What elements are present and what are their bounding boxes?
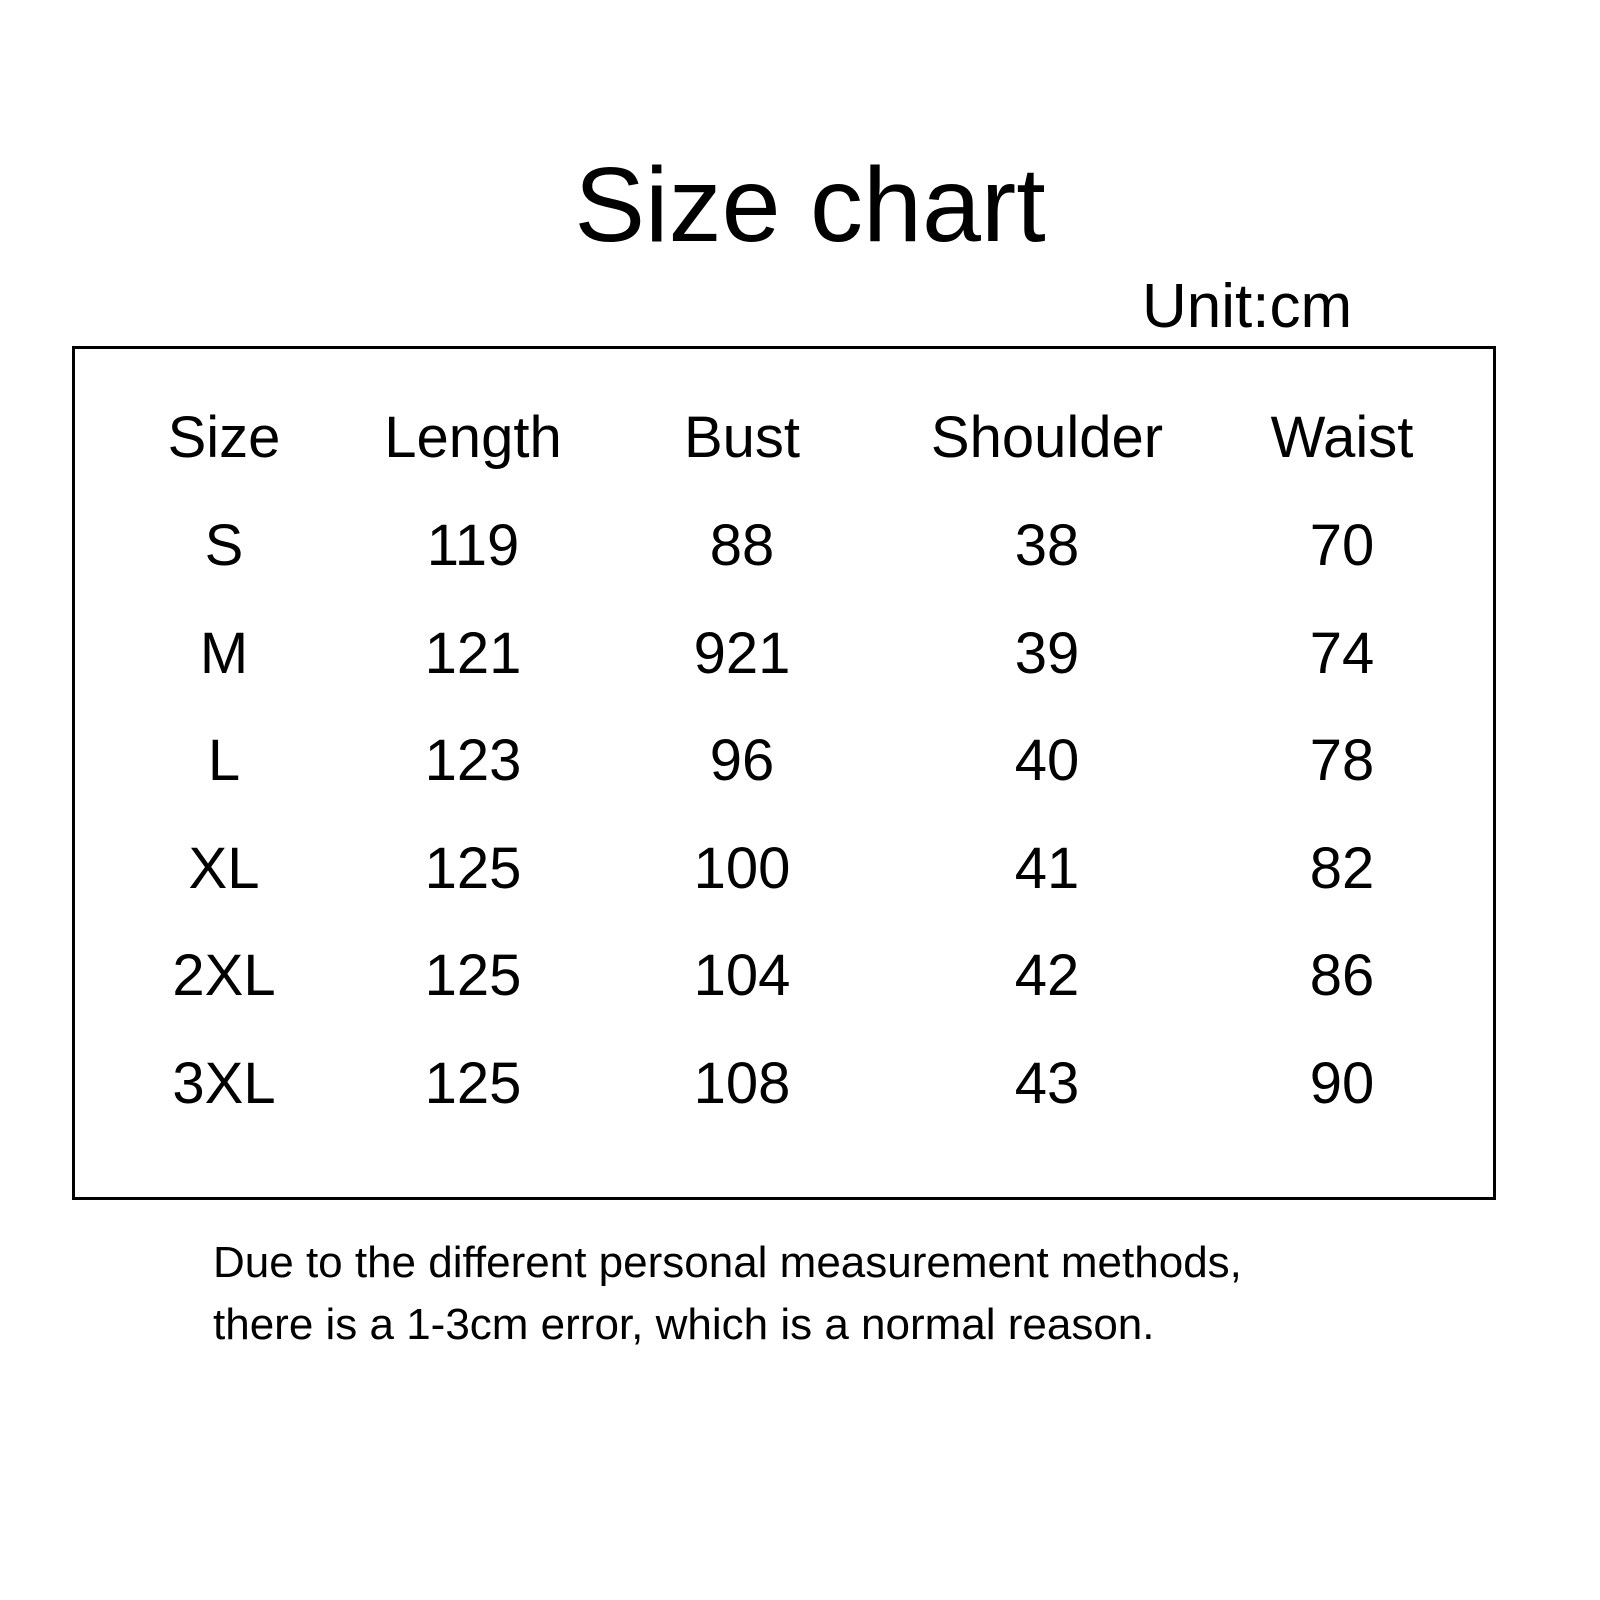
table-cell: 125 bbox=[424, 943, 522, 1009]
table-cell: 40 bbox=[1014, 728, 1080, 794]
size-label-cell: L bbox=[207, 728, 241, 794]
table-cell: 70 bbox=[1309, 513, 1375, 578]
size-label-cell: XL bbox=[188, 835, 260, 901]
table-cell: 96 bbox=[709, 728, 775, 794]
table-cell: 100 bbox=[693, 835, 791, 901]
table-cell: 42 bbox=[1014, 943, 1080, 1009]
table-cell: 125 bbox=[424, 835, 522, 901]
table-cell: 125 bbox=[424, 1051, 522, 1116]
table-cell: 38 bbox=[1014, 513, 1080, 578]
table-cell: 43 bbox=[1014, 1051, 1080, 1116]
table-cell: 41 bbox=[1014, 835, 1080, 901]
note-line-2: there is a 1-3cm error, which is a norma… bbox=[213, 1300, 1155, 1349]
table-cell: 121 bbox=[424, 620, 522, 686]
size-table-border bbox=[72, 346, 1496, 1200]
table-cell: 108 bbox=[693, 1051, 791, 1116]
unit-label: Unit:cm bbox=[1142, 272, 1353, 341]
table-cell: 86 bbox=[1309, 943, 1375, 1009]
table-cell: 123 bbox=[424, 728, 522, 794]
note-line-1: Due to the different personal measuremen… bbox=[213, 1238, 1242, 1287]
column-header: Size bbox=[167, 405, 281, 470]
size-label-cell: M bbox=[199, 620, 249, 686]
table-cell: 78 bbox=[1309, 728, 1375, 794]
size-label-cell: 2XL bbox=[172, 943, 276, 1009]
size-label-cell: 3XL bbox=[172, 1051, 276, 1116]
table-cell: 119 bbox=[426, 513, 520, 578]
table-cell: 104 bbox=[693, 943, 791, 1009]
table-cell: 74 bbox=[1309, 620, 1375, 686]
table-cell: 39 bbox=[1014, 620, 1080, 686]
table-cell: 88 bbox=[709, 513, 775, 578]
table-cell: 82 bbox=[1309, 835, 1375, 901]
table-cell: 90 bbox=[1309, 1051, 1375, 1116]
page-title: Size chart bbox=[574, 146, 1046, 264]
column-header: Length bbox=[384, 405, 562, 470]
measurement-note: Due to the different personal measuremen… bbox=[213, 1232, 1242, 1356]
size-label-cell: S bbox=[204, 513, 244, 578]
column-header: Shoulder bbox=[930, 405, 1164, 470]
column-header: Waist bbox=[1270, 405, 1414, 470]
table-cell: 921 bbox=[693, 620, 791, 686]
column-header: Bust bbox=[683, 405, 801, 470]
